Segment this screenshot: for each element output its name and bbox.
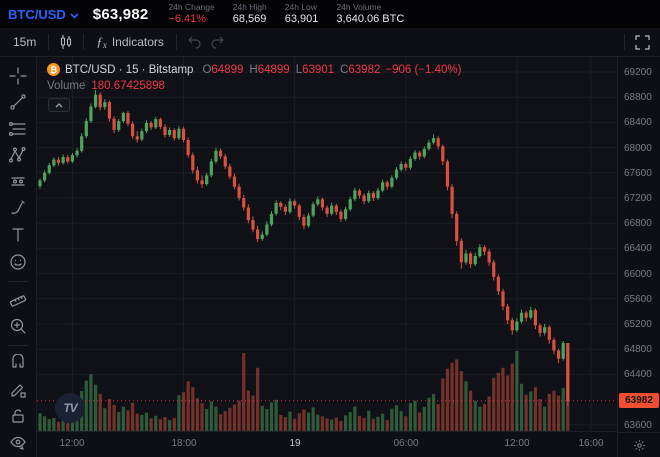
undo-icon[interactable] bbox=[182, 31, 206, 53]
crosshair-icon[interactable] bbox=[5, 63, 31, 88]
toolbar-separator bbox=[624, 34, 625, 50]
time-tick: 12:00 bbox=[504, 438, 530, 449]
time-axis[interactable]: 12:00 18:00 19 06:00 12:00 16:00 bbox=[37, 431, 617, 457]
stat-24h-low-value: 63,901 bbox=[284, 12, 319, 25]
chart-column: ₿ BTC/USD · 15 · Bitstamp O64899 H64899 … bbox=[37, 57, 617, 457]
price-tick: 66800 bbox=[624, 218, 652, 229]
drawing-pencil-icon[interactable] bbox=[5, 377, 31, 402]
stat-24h-high: 24h High 68,569 bbox=[232, 1, 267, 25]
stats-group: 24h Change −6.41% 24h High 68,569 24h Lo… bbox=[168, 1, 405, 25]
stat-24h-high-value: 68,569 bbox=[232, 12, 267, 25]
current-price: $63,982 bbox=[92, 5, 149, 23]
eye-icon[interactable] bbox=[5, 430, 31, 455]
ohlc-low: 63901 bbox=[302, 63, 335, 76]
price-tick: 64800 bbox=[624, 344, 652, 355]
stat-24h-volume-value: 3,640.06 BTC bbox=[336, 12, 405, 25]
time-tick: 16:00 bbox=[578, 438, 604, 449]
price-axis[interactable]: 69200 68800 68400 68000 67600 67200 66800 66400… bbox=[617, 57, 660, 457]
header-bar: BTC/USD $63,982 24h Change −6.41% 24h Hi… bbox=[0, 0, 660, 28]
price-tick: 68000 bbox=[624, 143, 652, 154]
trend-line-icon[interactable] bbox=[5, 90, 31, 115]
zoom-in-icon[interactable] bbox=[5, 313, 31, 338]
stat-24h-change: 24h Change −6.41% bbox=[168, 1, 215, 25]
ruler-icon[interactable] bbox=[5, 287, 31, 312]
ohlc-open: 64899 bbox=[211, 63, 244, 76]
price-tick: 63600 bbox=[624, 420, 652, 431]
tradingview-logo[interactable]: TV bbox=[55, 393, 85, 423]
tool-separator bbox=[8, 280, 28, 282]
toolbar-separator bbox=[175, 34, 177, 50]
fib-retracement-icon[interactable] bbox=[5, 116, 31, 141]
last-price-badge: 63982 bbox=[619, 393, 659, 408]
ohlc-close: 63982 bbox=[348, 63, 381, 76]
stat-24h-change-value: −6.41% bbox=[168, 12, 207, 25]
interval-button[interactable]: 15m bbox=[13, 35, 37, 49]
price-tick: 68400 bbox=[624, 117, 652, 128]
legend-volume-label: Volume bbox=[47, 80, 86, 92]
axis-settings-gear-icon[interactable] bbox=[618, 432, 660, 457]
chevron-down-icon bbox=[70, 7, 79, 22]
stat-24h-volume: 24h Volume 3,640.06 BTC bbox=[336, 1, 405, 25]
fx-icon: ƒx bbox=[96, 34, 107, 50]
symbol-label: BTC/USD bbox=[8, 6, 66, 22]
lock-icon[interactable] bbox=[5, 404, 31, 429]
legend-ohlc: O64899 H64899 L63901 C63982 bbox=[202, 63, 381, 76]
time-tick: 06:00 bbox=[393, 438, 419, 449]
legend-change: −906 (−1.40%) bbox=[385, 63, 462, 76]
price-tick: 66000 bbox=[624, 269, 652, 280]
price-tick: 68800 bbox=[624, 92, 652, 103]
legend-series-title[interactable]: BTC/USD · 15 · Bitstamp bbox=[65, 63, 194, 76]
time-tick: 19 bbox=[289, 438, 301, 449]
chart-legend: ₿ BTC/USD · 15 · Bitstamp O64899 H64899 … bbox=[47, 63, 461, 92]
drawing-toolbar bbox=[0, 57, 37, 457]
indicators-button[interactable]: ƒx Indicators bbox=[96, 34, 164, 50]
text-icon[interactable] bbox=[5, 222, 31, 247]
stat-24h-low: 24h Low 63,901 bbox=[284, 1, 319, 25]
price-tick: 67600 bbox=[624, 168, 652, 179]
price-tick: 66400 bbox=[624, 243, 652, 254]
time-tick: 12:00 bbox=[59, 438, 85, 449]
magnet-icon[interactable] bbox=[5, 351, 31, 376]
time-tick: 18:00 bbox=[171, 438, 197, 449]
price-tick: 69200 bbox=[624, 67, 652, 78]
legend-volume-value: 180.67425898 bbox=[91, 80, 165, 92]
chart-toolbar: 15m ƒx Indicators bbox=[0, 28, 660, 57]
toolbar-separator bbox=[83, 34, 85, 50]
price-tick: 64400 bbox=[624, 369, 652, 380]
legend-collapse-button[interactable] bbox=[48, 98, 70, 112]
bitcoin-icon: ₿ bbox=[47, 63, 60, 76]
price-tick: 65600 bbox=[624, 294, 652, 305]
price-tick: 67200 bbox=[624, 193, 652, 204]
symbol-selector[interactable]: BTC/USD bbox=[8, 7, 79, 22]
chart-canvas[interactable]: ₿ BTC/USD · 15 · Bitstamp O64899 H64899 … bbox=[37, 57, 617, 431]
fullscreen-icon[interactable] bbox=[630, 31, 654, 53]
emoji-icon[interactable] bbox=[5, 249, 31, 274]
candlestick-plot bbox=[37, 57, 617, 431]
ohlc-high: 64899 bbox=[257, 63, 290, 76]
tool-separator bbox=[8, 344, 28, 346]
candle-style-icon[interactable] bbox=[54, 31, 78, 53]
brush-icon[interactable] bbox=[5, 196, 31, 221]
redo-icon[interactable] bbox=[206, 31, 230, 53]
toolbar-separator bbox=[48, 34, 50, 50]
long-position-icon[interactable] bbox=[5, 169, 31, 194]
xabcd-pattern-icon[interactable] bbox=[5, 143, 31, 168]
price-tick: 65200 bbox=[624, 319, 652, 330]
main-area: ₿ BTC/USD · 15 · Bitstamp O64899 H64899 … bbox=[0, 57, 660, 457]
